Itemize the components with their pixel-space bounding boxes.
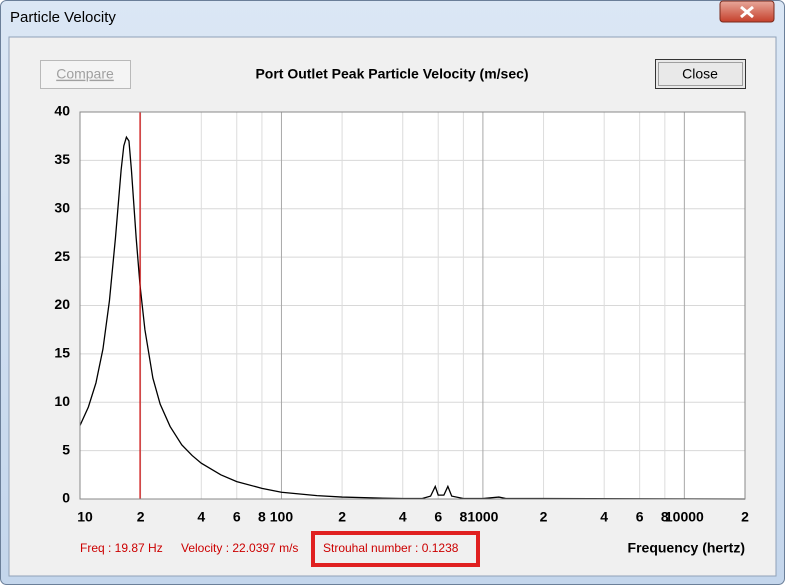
velocity-readout: Velocity : 22.0397 m/s: [181, 541, 298, 555]
plot-border: [79, 111, 746, 500]
x-axis-label: Frequency (hertz): [628, 540, 745, 556]
x-tick-label: 4: [399, 509, 407, 525]
x-tick-label: 8: [459, 509, 467, 525]
x-tick-label: 2: [137, 509, 145, 525]
y-tick-label: 30: [54, 199, 70, 215]
x-tick-label: 2: [741, 509, 749, 525]
x-tick-label: 10: [77, 509, 93, 525]
x-tick-label: 6: [233, 509, 241, 525]
x-tick-label: 2: [540, 509, 548, 525]
y-tick-label: 20: [54, 296, 70, 312]
plot: [79, 111, 746, 500]
window-close[interactable]: [719, 0, 775, 23]
x-tick-label: 8: [661, 509, 669, 525]
velocity-curve: [79, 135, 746, 500]
compare-button[interactable]: Compare: [40, 60, 131, 89]
button-label: Close: [682, 66, 718, 82]
strouhal-readout: Strouhal number : 0.1238: [323, 541, 459, 555]
y-tick-label: 5: [62, 441, 70, 457]
x-tick-label: 4: [197, 509, 205, 525]
freq-readout: Freq : 19.87 Hz: [80, 541, 163, 555]
highlight-box: [311, 531, 480, 567]
y-tick-label: 10: [54, 393, 70, 409]
x-tick-label: 100: [270, 509, 294, 525]
y-tick-label: 40: [54, 103, 70, 119]
x-tick-label: 6: [636, 509, 644, 525]
x-tick-label: 6: [434, 509, 442, 525]
window-title: Particle Velocity: [10, 9, 116, 26]
x-tick-label: 2: [338, 509, 346, 525]
x-tick-label: 10000: [665, 509, 704, 525]
y-tick-label: 25: [54, 248, 70, 264]
button-label: Compare: [56, 66, 114, 82]
x-tick-label: 4: [600, 509, 608, 525]
y-tick-label: 35: [54, 151, 70, 167]
y-tick-label: 0: [62, 490, 70, 506]
close-button[interactable]: Close: [655, 59, 746, 89]
chart-title: Port Outlet Peak Particle Velocity (m/se…: [255, 66, 528, 82]
y-tick-label: 15: [54, 345, 70, 361]
x-tick-label: 1000: [467, 509, 498, 525]
x-tick-label: 8: [258, 509, 266, 525]
